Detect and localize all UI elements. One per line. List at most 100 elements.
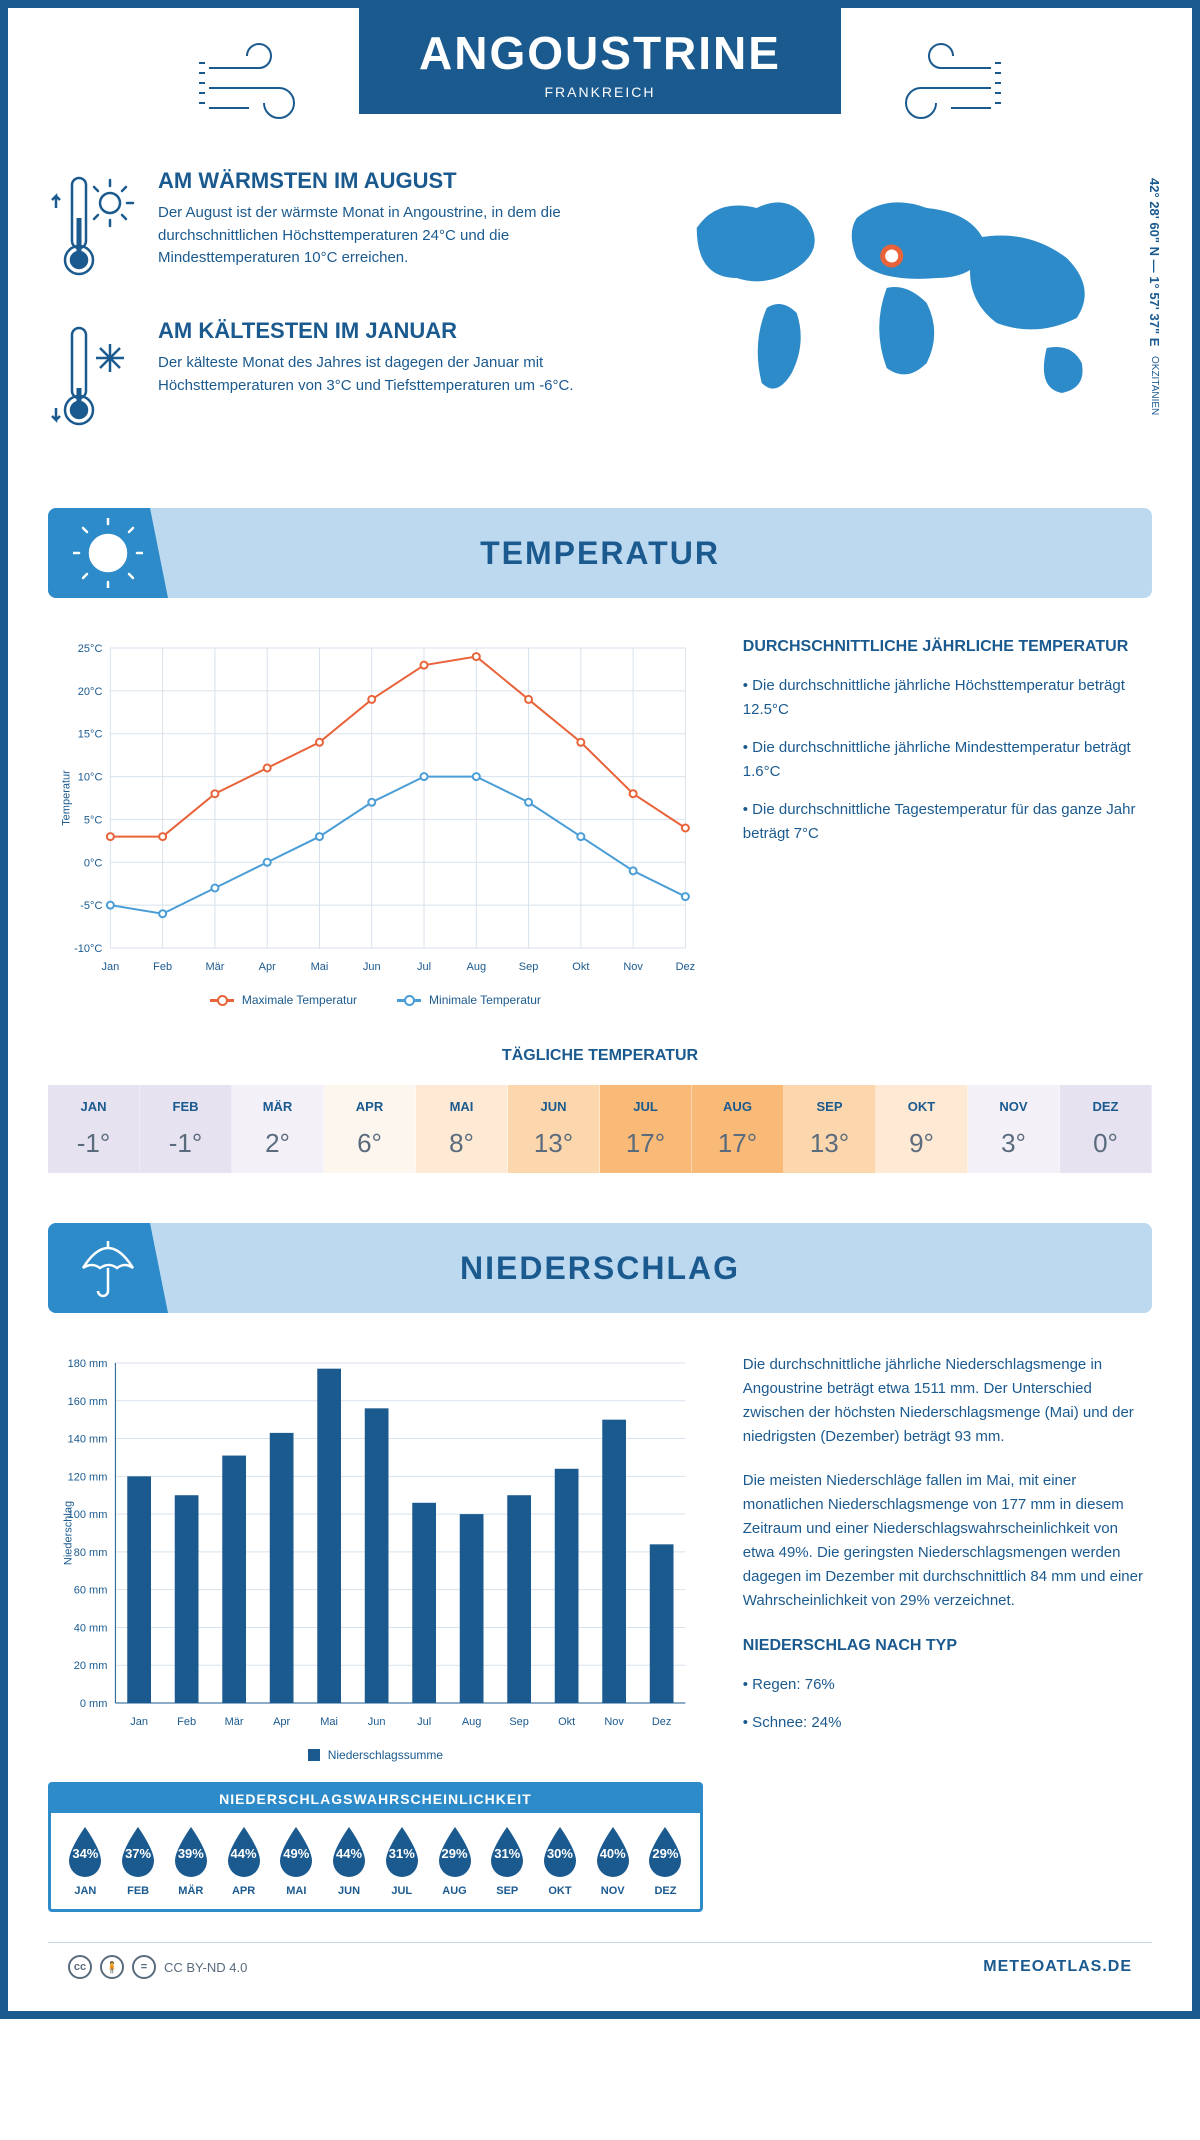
svg-text:0°C: 0°C xyxy=(84,857,103,869)
daily-temp-cell: MAI8° xyxy=(416,1085,508,1173)
fact-warm-text: Der August ist der wärmste Monat in Ango… xyxy=(158,202,611,270)
svg-text:Dez: Dez xyxy=(676,961,696,973)
nd-icon: = xyxy=(132,1955,156,1979)
svg-text:Mär: Mär xyxy=(225,1716,244,1728)
infographic-frame: ANGOUSTRINE FRANKREICH xyxy=(0,0,1200,2019)
precip-drop: 40% NOV xyxy=(586,1825,639,1897)
license: cc 🧍 = CC BY-ND 4.0 xyxy=(68,1955,247,1979)
intro-section: AM WÄRMSTEN IM AUGUST Der August ist der… xyxy=(48,168,1152,468)
svg-text:80 mm: 80 mm xyxy=(74,1547,108,1559)
daily-temp-heading: TÄGLICHE TEMPERATUR xyxy=(48,1047,1152,1065)
svg-text:Sep: Sep xyxy=(519,961,539,973)
precip-drop: 30% OKT xyxy=(534,1825,587,1897)
svg-text:Apr: Apr xyxy=(273,1716,290,1728)
daily-temp-cell: NOV3° xyxy=(968,1085,1060,1173)
svg-text:25°C: 25°C xyxy=(78,643,103,655)
svg-text:Jan: Jan xyxy=(130,1716,148,1728)
umbrella-icon xyxy=(73,1233,143,1303)
precip-drop: 49% MAI xyxy=(270,1825,323,1897)
precip-drop: 44% APR xyxy=(217,1825,270,1897)
brand-label: METEOATLAS.DE xyxy=(983,1958,1132,1976)
temperature-line-chart: -10°C -5°C 0°C 5°C 10°C 15°C 20°C 25°C Jan Feb Mär… xyxy=(48,638,703,978)
svg-text:-5°C: -5°C xyxy=(80,900,102,912)
precip-drop: 44% JUN xyxy=(323,1825,376,1897)
fact-coldest: AM KÄLTESTEN IM JANUAR Der kälteste Mona… xyxy=(48,318,611,438)
svg-text:Sep: Sep xyxy=(509,1716,529,1728)
svg-text:5°C: 5°C xyxy=(84,814,103,826)
wind-icon-right xyxy=(861,38,1001,128)
svg-text:Temperatur: Temperatur xyxy=(60,770,72,826)
footer: cc 🧍 = CC BY-ND 4.0 METEOATLAS.DE xyxy=(48,1942,1152,1991)
svg-text:180 mm: 180 mm xyxy=(68,1358,108,1370)
header: ANGOUSTRINE FRANKREICH xyxy=(48,38,1152,128)
svg-text:Feb: Feb xyxy=(153,961,172,973)
svg-text:Jul: Jul xyxy=(417,1716,431,1728)
precip-drop: 29% DEZ xyxy=(639,1825,692,1897)
svg-text:40 mm: 40 mm xyxy=(74,1622,108,1634)
thermometer-sun-icon xyxy=(48,168,138,288)
cc-icon: cc xyxy=(68,1955,92,1979)
svg-text:160 mm: 160 mm xyxy=(68,1396,108,1408)
precipitation-description: Die durchschnittliche jährliche Niedersc… xyxy=(743,1353,1152,1912)
precip-drop: 31% JUL xyxy=(375,1825,428,1897)
fact-cold-title: AM KÄLTESTEN IM JANUAR xyxy=(158,318,611,344)
svg-text:Mai: Mai xyxy=(320,1716,338,1728)
precip-drop: 34% JAN xyxy=(59,1825,112,1897)
svg-text:Niederschlag: Niederschlag xyxy=(62,1501,74,1565)
precip-drop: 39% MÄR xyxy=(164,1825,217,1897)
daily-temp-cell: JUL17° xyxy=(600,1085,692,1173)
svg-text:20°C: 20°C xyxy=(78,686,103,698)
daily-temp-cell: JAN-1° xyxy=(48,1085,140,1173)
svg-text:-10°C: -10°C xyxy=(74,943,102,955)
svg-text:0 mm: 0 mm xyxy=(80,1698,108,1710)
svg-text:Jun: Jun xyxy=(363,961,381,973)
temperature-heading: TEMPERATUR xyxy=(168,535,1152,572)
temp-chart-legend: Maximale Temperatur Minimale Temperatur xyxy=(48,993,703,1007)
svg-text:120 mm: 120 mm xyxy=(68,1471,108,1483)
fact-warmest: AM WÄRMSTEN IM AUGUST Der August ist der… xyxy=(48,168,611,288)
svg-text:Jan: Jan xyxy=(102,961,120,973)
svg-text:Jul: Jul xyxy=(417,961,431,973)
daily-temp-cell: APR6° xyxy=(324,1085,416,1173)
svg-text:Mär: Mär xyxy=(205,961,224,973)
precip-drop: 29% AUG xyxy=(428,1825,481,1897)
svg-text:Jun: Jun xyxy=(368,1716,386,1728)
svg-text:Dez: Dez xyxy=(652,1716,672,1728)
svg-text:Nov: Nov xyxy=(604,1716,624,1728)
precip-drop: 31% SEP xyxy=(481,1825,534,1897)
precipitation-bar-chart: 0 mm20 mm40 mm60 mm80 mm100 mm120 mm140 … xyxy=(48,1353,703,1733)
svg-text:Feb: Feb xyxy=(177,1716,196,1728)
daily-temp-cell: AUG17° xyxy=(692,1085,784,1173)
svg-text:Aug: Aug xyxy=(462,1716,482,1728)
precip-drop: 37% FEB xyxy=(112,1825,165,1897)
location-marker xyxy=(882,247,900,265)
world-map xyxy=(641,168,1152,428)
title-banner: ANGOUSTRINE FRANKREICH xyxy=(359,8,841,114)
svg-text:Aug: Aug xyxy=(467,961,487,973)
svg-text:Okt: Okt xyxy=(572,961,589,973)
daily-temp-cell: DEZ0° xyxy=(1060,1085,1152,1173)
svg-text:20 mm: 20 mm xyxy=(74,1660,108,1672)
svg-text:140 mm: 140 mm xyxy=(68,1434,108,1446)
precipitation-heading: NIEDERSCHLAG xyxy=(168,1250,1152,1287)
daily-temp-cell: SEP13° xyxy=(784,1085,876,1173)
thermometer-snow-icon xyxy=(48,318,138,438)
svg-text:15°C: 15°C xyxy=(78,729,103,741)
fact-warm-title: AM WÄRMSTEN IM AUGUST xyxy=(158,168,611,194)
temperature-description: DURCHSCHNITTLICHE JÄHRLICHE TEMPERATUR •… xyxy=(743,638,1152,1007)
svg-text:Okt: Okt xyxy=(558,1716,575,1728)
daily-temp-cell: OKT9° xyxy=(876,1085,968,1173)
daily-temp-cell: JUN13° xyxy=(508,1085,600,1173)
sun-icon xyxy=(73,518,143,588)
coordinates: 42° 28' 60" N — 1° 57' 37" E OKZITANIEN xyxy=(1147,178,1162,415)
page-title: ANGOUSTRINE xyxy=(419,26,781,80)
daily-temperature-strip: JAN-1°FEB-1°MÄR2°APR6°MAI8°JUN13°JUL17°A… xyxy=(48,1085,1152,1173)
wind-icon-left xyxy=(199,38,339,128)
daily-temp-cell: FEB-1° xyxy=(140,1085,232,1173)
by-icon: 🧍 xyxy=(100,1955,124,1979)
precipitation-probability-box: NIEDERSCHLAGSWAHRSCHEINLICHKEIT 34% JAN … xyxy=(48,1782,703,1912)
precip-chart-legend: Niederschlagssumme xyxy=(48,1748,703,1762)
svg-text:10°C: 10°C xyxy=(78,772,103,784)
temperature-banner: TEMPERATUR xyxy=(48,508,1152,598)
daily-temp-cell: MÄR2° xyxy=(232,1085,324,1173)
